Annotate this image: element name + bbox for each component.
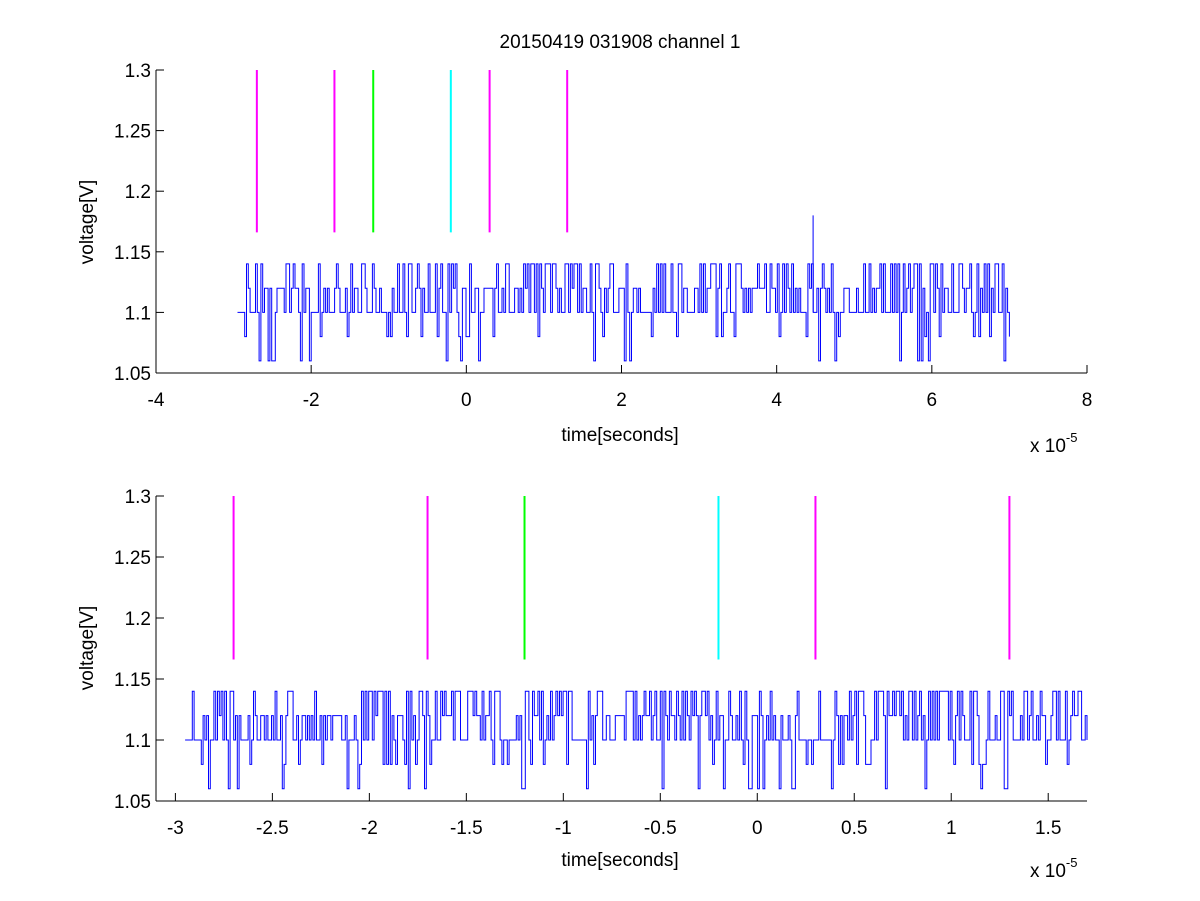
bottom-axes <box>155 495 1087 802</box>
voltage-trace-line <box>185 690 1088 790</box>
y-tick-label: 1.3 <box>125 61 151 82</box>
y-tick-label: 1.05 <box>114 792 151 813</box>
voltage-trace-line <box>237 215 1010 362</box>
y-tick-label: 1.1 <box>125 731 151 752</box>
top-y-axis-label: voltage[V] <box>77 180 98 265</box>
y-tick-label: 1.1 <box>125 303 151 324</box>
y-tick-label: 1.25 <box>114 548 151 569</box>
figure-title: 20150419 031908 channel 1 <box>500 32 741 53</box>
bottom-tick-labels: -3 -2.5 -2 -1.5 -1 -0.5 0 0.5 1 1.5 1.05 1.1 1.15 1.2… <box>114 487 1061 839</box>
bottom-x-axis-label: time[seconds] <box>561 850 678 871</box>
x-tick-label: 4 <box>771 390 782 411</box>
top-axes <box>155 69 1088 374</box>
y-tick-label: 1.2 <box>125 609 151 630</box>
bottom-subplot: -3 -2.5 -2 -1.5 -1 -0.5 0 0.5 1 1.5 1.05 1.1 1.15 1.2… <box>77 487 1088 882</box>
x-tick-label: -3 <box>167 818 184 839</box>
y-tick-label: 1.25 <box>114 122 151 143</box>
top-event-markers <box>255 70 569 233</box>
top-x-scale-exponent: -5 <box>1066 430 1078 445</box>
x-tick-label: -2.5 <box>256 818 289 839</box>
y-tick-label: 1.2 <box>125 182 151 203</box>
top-subplot: -4 -2 0 2 4 6 8 1.05 1.1 1.15 1.2 1.25 1.3 time[seco… <box>77 61 1092 457</box>
bottom-x-scale-label: x 10-5 <box>1030 855 1077 882</box>
x-tick-label: 1.5 <box>1035 818 1061 839</box>
x-tick-label: 8 <box>1082 390 1093 411</box>
y-tick-label: 1.05 <box>114 364 151 385</box>
y-tick-label: 1.3 <box>125 487 151 508</box>
x-tick-label: 0.5 <box>841 818 867 839</box>
x-tick-label: -1 <box>555 818 572 839</box>
top-tick-labels: -4 -2 0 2 4 6 8 1.05 1.1 1.15 1.2 1.25 1.3 <box>114 61 1092 411</box>
x-tick-label: -0.5 <box>644 818 677 839</box>
top-x-axis-label: time[seconds] <box>561 425 678 446</box>
x-tick-label: 0 <box>461 390 472 411</box>
y-tick-label: 1.15 <box>114 243 151 264</box>
x-tick-label: 6 <box>927 390 938 411</box>
top-x-scale-label: x 10-5 <box>1030 430 1077 457</box>
y-tick-label: 1.15 <box>114 670 151 691</box>
bottom-y-axis-label: voltage[V] <box>77 606 98 691</box>
bottom-voltage-trace <box>185 690 1088 790</box>
x-tick-label: -2 <box>303 390 320 411</box>
bottom-x-scale-exponent: -5 <box>1066 855 1078 870</box>
bottom-event-markers <box>232 496 1011 660</box>
bottom-x-scale-base: x 10 <box>1030 861 1066 882</box>
x-tick-label: -2 <box>361 818 378 839</box>
x-tick-label: -1.5 <box>450 818 483 839</box>
x-tick-label: -4 <box>148 390 165 411</box>
x-tick-label: 2 <box>616 390 627 411</box>
x-tick-label: 0 <box>752 818 763 839</box>
x-tick-label: 1 <box>946 818 957 839</box>
top-voltage-trace <box>237 215 1010 362</box>
top-x-scale-base: x 10 <box>1030 436 1066 457</box>
